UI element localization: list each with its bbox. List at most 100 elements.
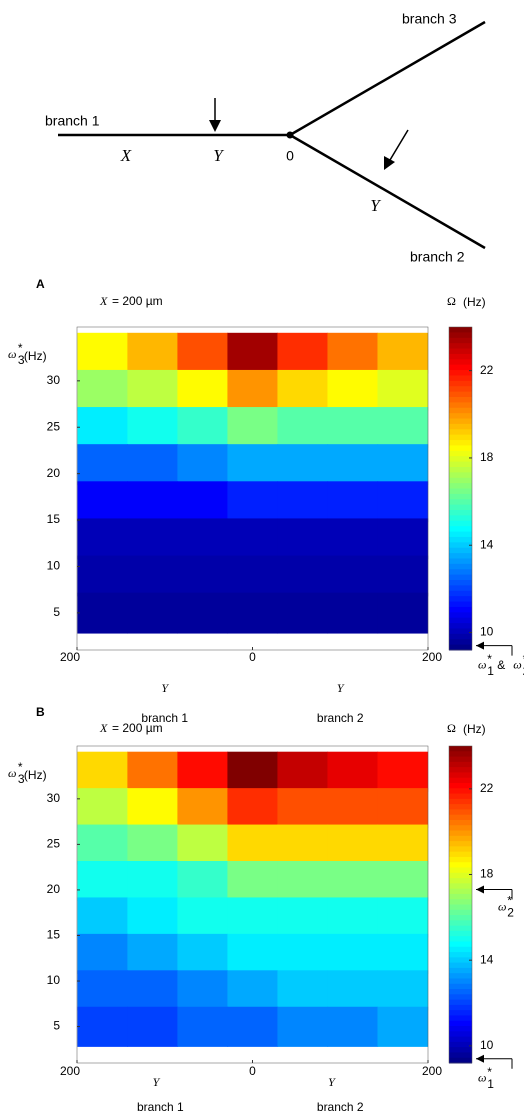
y-tick-label: 5 [53, 605, 60, 619]
heatmap-cell [127, 970, 179, 1011]
colorbar-swatch [449, 835, 472, 842]
colorbar-swatch [449, 456, 472, 463]
heatmap-cell [277, 824, 329, 865]
colorbar-swatch [449, 348, 472, 355]
heatmap-cell [177, 518, 229, 560]
annotation-symbol: X [99, 294, 108, 308]
colorbar-frame [448, 745, 473, 1064]
colorbar-swatch [449, 809, 472, 816]
heatmap-cell [377, 444, 429, 486]
marker-symbol-sup: * [487, 1065, 492, 1079]
heatmap-cell [327, 592, 379, 634]
y-axis-symbol: ω [8, 347, 16, 361]
x-tick-label: 200 [422, 650, 442, 664]
colorbar-swatch [449, 1026, 472, 1032]
colorbar-swatch [449, 1036, 472, 1043]
heatmap-cell [227, 518, 279, 560]
y-tick-label: 20 [47, 882, 61, 896]
y-tick-label: 10 [47, 973, 61, 987]
colorbar-swatch [449, 804, 472, 810]
y-label: Y [213, 146, 224, 165]
heatmap-cell [127, 788, 179, 829]
colorbar-swatch [449, 499, 472, 506]
colorbar-tick-label: 18 [480, 450, 494, 464]
colorbar-swatch [449, 846, 472, 853]
colorbar-swatch [449, 327, 472, 333]
heatmap-cell [377, 481, 429, 523]
colorbar-swatch [449, 429, 472, 436]
heatmap-cell [227, 592, 279, 634]
marker-symbol: ω [478, 1070, 486, 1084]
x-label: X [120, 146, 132, 165]
heatmap-cell [277, 897, 329, 938]
colorbar-swatch [449, 413, 472, 420]
colorbar-swatch [449, 563, 472, 570]
heatmap-cell [77, 1006, 129, 1047]
y-axis-unit: (Hz) [24, 349, 47, 363]
heatmap-cell [227, 369, 279, 411]
colorbar-swatch [449, 488, 472, 495]
heatmap-cell [327, 861, 379, 902]
colorbar-swatch [449, 466, 472, 473]
colorbar-swatch [449, 601, 472, 608]
heatmap-cell [277, 970, 329, 1011]
heatmap-cell [77, 897, 129, 938]
colorbar-tick-label: 22 [480, 781, 494, 795]
colorbar-swatch [449, 493, 472, 500]
x-tick-label: 200 [60, 1064, 80, 1078]
y-tick-label: 15 [47, 928, 61, 942]
colorbar-swatch [449, 751, 472, 758]
colorbar-swatch [449, 746, 472, 752]
heatmap-cell [327, 444, 379, 486]
colorbar-tick-label: 22 [480, 363, 494, 377]
heatmap-cell [177, 824, 229, 865]
branch-line [289, 20, 486, 137]
y-tick-label: 10 [47, 559, 61, 573]
colorbar-swatch [449, 569, 472, 576]
heatmap-cell [377, 555, 429, 597]
x-position-label: Y [161, 681, 169, 695]
annotation-symbol: X [99, 721, 108, 735]
heatmap-cell [377, 897, 429, 938]
heatmap-cell [377, 1006, 429, 1047]
colorbar-tick-label: 14 [480, 952, 494, 966]
heatmap-cell [277, 751, 329, 792]
y-tick-label: 25 [47, 419, 61, 433]
heatmap-cell [327, 751, 379, 792]
heatmap-cell [127, 407, 179, 448]
heatmap-cell [77, 824, 129, 865]
colorbar-swatch [449, 798, 472, 805]
heatmap-cell [377, 332, 429, 374]
heatmap-cell [127, 332, 179, 374]
colorbar-swatch [449, 596, 472, 603]
colorbar-swatch [449, 1031, 472, 1038]
marker-symbol: ω [498, 899, 506, 913]
branch-label: branch 2 [317, 1100, 364, 1114]
heatmap-cell [177, 407, 229, 448]
heatmap-cell [127, 861, 179, 902]
colorbar-tick-label: 18 [480, 867, 494, 881]
colorbar-swatch [449, 461, 472, 468]
colorbar-swatch [449, 628, 472, 635]
heatmap-cell [227, 824, 279, 865]
colorbar-swatch [449, 1015, 472, 1022]
marker-arrow-head [476, 1054, 484, 1063]
heatmap-cell [277, 481, 329, 523]
y-axis-symbol-sub: 3 [18, 353, 25, 367]
x-tick-label: 200 [60, 650, 80, 664]
colorbar-swatch [449, 510, 472, 516]
heatmap-cell [177, 897, 229, 938]
marker-arrow-head [476, 885, 484, 894]
junction [286, 131, 294, 139]
heatmap-cell [227, 407, 279, 448]
colorbar-swatch [449, 504, 472, 511]
heatmap-cell [327, 481, 379, 523]
branch-label: branch 1 [45, 113, 100, 129]
branch-line [289, 133, 486, 250]
colorbar-swatch [449, 967, 472, 974]
colorbar-swatch [449, 617, 472, 624]
x-tick-label: 200 [422, 1064, 442, 1078]
colorbar-swatch [449, 380, 472, 387]
heatmap-cell [77, 369, 129, 411]
